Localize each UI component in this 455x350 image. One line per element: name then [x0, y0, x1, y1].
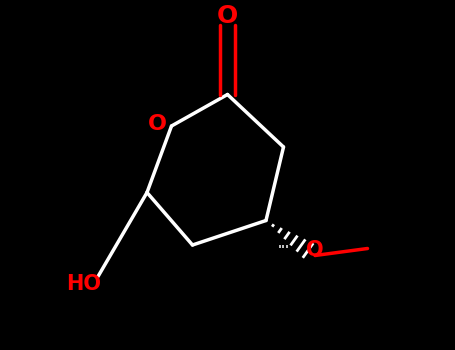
Text: ''': ''' [278, 244, 289, 257]
Text: O: O [148, 114, 167, 134]
Text: HO: HO [66, 273, 101, 294]
Text: O: O [306, 240, 324, 260]
Text: O: O [217, 4, 238, 28]
